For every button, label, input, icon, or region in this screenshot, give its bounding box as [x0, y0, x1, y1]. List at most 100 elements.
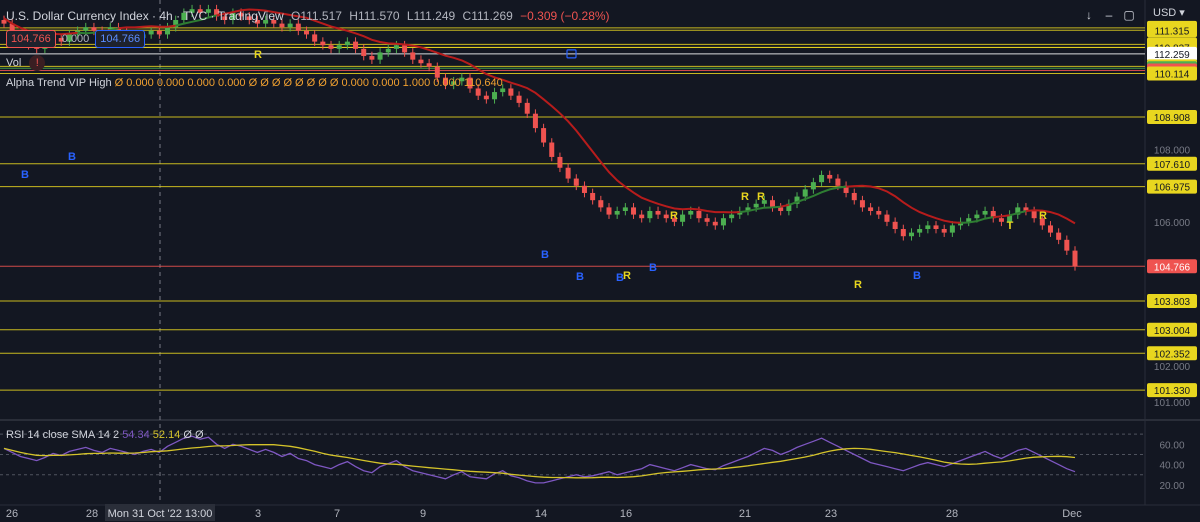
volume-label[interactable]: Vol: [6, 57, 22, 69]
candle: [680, 214, 686, 222]
symbol-title[interactable]: U.S. Dollar Currency Index · 4h · TVC · …: [6, 9, 284, 23]
price-tick-label: 108.000: [1154, 146, 1191, 157]
candle: [639, 214, 645, 219]
time-label: 3: [255, 508, 261, 520]
candle: [573, 178, 579, 186]
rsi-ma-line: [3, 444, 1076, 479]
candle: [451, 81, 457, 85]
candle: [1056, 232, 1062, 240]
candle: [516, 95, 522, 103]
signal-marker: R: [854, 279, 862, 291]
pane-tools: ↓ – ▢: [1082, 8, 1136, 22]
buy-button[interactable]: 104.766: [95, 30, 146, 48]
candle: [1007, 214, 1013, 222]
candle: [606, 207, 612, 215]
trend-line-down: [118, 24, 176, 30]
candle: [377, 52, 383, 60]
candle: [786, 203, 792, 211]
candle: [197, 9, 203, 13]
candle: [402, 45, 408, 53]
candle: [966, 218, 972, 222]
minimize-icon[interactable]: –: [1105, 8, 1113, 22]
time-label: 9: [420, 508, 426, 520]
price-tag: 102.352: [1147, 346, 1197, 361]
signal-marker: T: [1007, 220, 1014, 232]
time-label: 23: [825, 508, 837, 520]
trend-line-down: [993, 214, 1010, 219]
warning-icon[interactable]: !: [29, 55, 46, 71]
rsi-value: 54.34: [122, 429, 150, 441]
price-tag-bg: [1147, 259, 1197, 274]
candle: [859, 200, 865, 208]
candle: [434, 66, 440, 78]
candle: [631, 207, 637, 215]
price-tag-label: 102.352: [1154, 349, 1191, 360]
rsi-tick-label: 40.00: [1159, 461, 1184, 472]
sell-button[interactable]: 104.766: [6, 30, 56, 48]
rsi-tick-label: 20.00: [1159, 481, 1184, 492]
price-tag-label: 106.975: [1154, 183, 1191, 194]
candle: [1064, 239, 1070, 251]
candle: [467, 77, 473, 89]
candle: [1047, 225, 1053, 233]
candle: [1039, 218, 1045, 226]
candle: [492, 92, 498, 100]
candle: [205, 9, 211, 13]
candle: [222, 16, 228, 20]
indicator-name[interactable]: Alpha Trend VIP High: [6, 77, 112, 89]
candle: [590, 192, 596, 201]
candle: [271, 20, 277, 24]
rsi-tick-label: 60.00: [1159, 440, 1184, 451]
candle: [385, 48, 391, 53]
price-tag-bg: [1147, 293, 1197, 308]
candle: [990, 210, 996, 219]
price-tag: 112.259: [1147, 46, 1197, 61]
candle: [156, 30, 162, 35]
candle: [876, 210, 882, 215]
candle: [974, 214, 980, 219]
maximize-icon[interactable]: ▢: [1123, 8, 1135, 22]
price-tag: 110.114: [1147, 66, 1197, 81]
candle: [524, 102, 530, 114]
trend-line-up: [175, 14, 217, 27]
signal-marker: R: [1039, 210, 1047, 222]
price-tag: 111.315: [1147, 23, 1197, 38]
price-tag-bg: [1147, 66, 1197, 81]
candle: [851, 192, 857, 201]
price-tag: 101.330: [1147, 383, 1197, 398]
candle: [761, 200, 767, 204]
candle: [729, 214, 735, 219]
candle: [688, 210, 694, 215]
candle: [279, 23, 285, 28]
candle: [557, 156, 563, 168]
candle: [1023, 207, 1029, 211]
price-tag-bg: [1147, 156, 1197, 171]
arrow-down-icon[interactable]: ↓: [1086, 8, 1092, 22]
price-tag-bg: [1147, 179, 1197, 194]
trend-line-down: [216, 8, 740, 214]
candle: [770, 200, 776, 208]
rsi-name[interactable]: RSI 14 close SMA 14 2: [6, 429, 120, 441]
candle: [238, 12, 244, 17]
price-tag-bg: [1147, 322, 1197, 337]
time-label: 16: [620, 508, 632, 520]
price-tag-bg: [1147, 23, 1197, 38]
candle: [58, 38, 64, 42]
price-tick-label: 102.000: [1154, 362, 1191, 373]
signal-marker: R: [254, 49, 262, 61]
signal-marker: R: [670, 210, 678, 222]
candle: [565, 167, 571, 179]
currency-selector[interactable]: USD ▾: [1153, 7, 1185, 19]
price-tick-label: 106.000: [1154, 218, 1191, 229]
candle: [459, 77, 465, 82]
symbol-header: U.S. Dollar Currency Index · 4h · TVC · …: [6, 9, 610, 23]
candle: [802, 189, 808, 197]
price-tag-label: 110.114: [1155, 70, 1190, 81]
ohlc-low: L111.249: [406, 9, 456, 23]
candle: [671, 218, 677, 222]
candle: [320, 41, 326, 46]
price-tag: 107.610: [1147, 156, 1197, 171]
volume-legend: Vol !: [6, 55, 46, 71]
candle: [704, 218, 710, 222]
